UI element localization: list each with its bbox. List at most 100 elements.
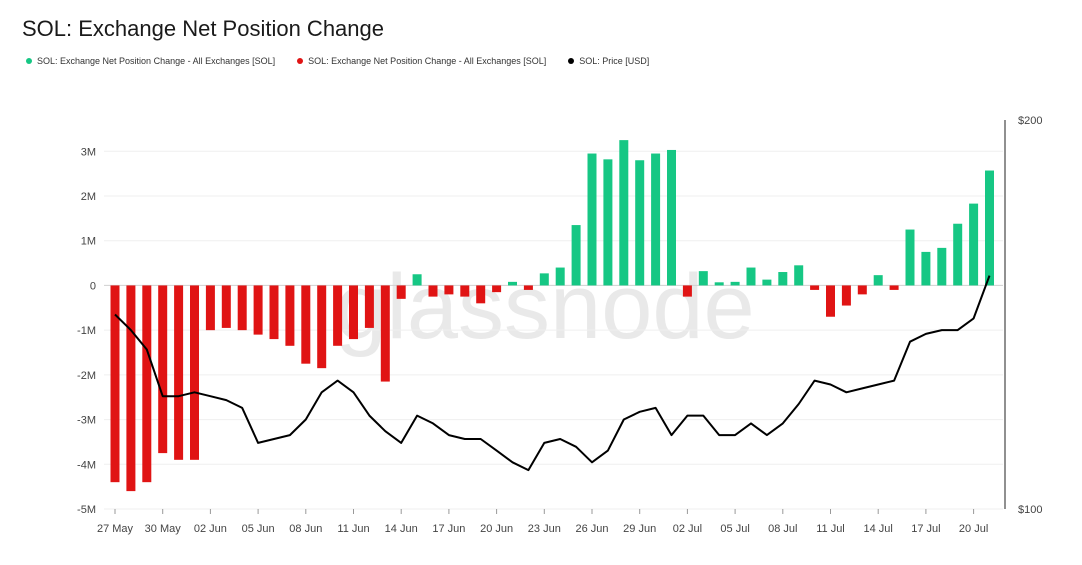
bar-negative[interactable]: [492, 285, 502, 293]
bar-negative[interactable]: [333, 285, 343, 346]
x-tick-label: 29 Jun: [623, 523, 656, 535]
bar-negative[interactable]: [364, 285, 374, 328]
bar-negative[interactable]: [428, 285, 438, 297]
y-tick-label: -3M: [77, 415, 96, 427]
x-tick-label: 17 Jun: [432, 523, 465, 535]
y-tick-label: -1M: [77, 325, 96, 337]
bar-negative[interactable]: [523, 285, 533, 290]
x-tick-label: 17 Jul: [911, 523, 940, 535]
bar-positive[interactable]: [873, 275, 883, 286]
bar-positive[interactable]: [937, 247, 947, 286]
watermark: glassnode: [335, 256, 754, 358]
x-tick-label: 20 Jun: [480, 523, 513, 535]
bar-negative[interactable]: [285, 285, 295, 346]
bar-negative[interactable]: [205, 285, 215, 331]
legend-item-price[interactable]: SOL: Price [USD]: [568, 56, 649, 66]
x-tick-label: 23 Jun: [528, 523, 561, 535]
bar-positive[interactable]: [555, 267, 565, 286]
y-tick-label: 3M: [81, 146, 96, 158]
legend-label: SOL: Exchange Net Position Change - All …: [37, 56, 276, 66]
bar-negative[interactable]: [126, 285, 136, 492]
bar-positive[interactable]: [412, 274, 422, 286]
bar-positive[interactable]: [603, 159, 613, 286]
bar-positive[interactable]: [905, 229, 915, 286]
y-tick-label: 1M: [81, 236, 96, 248]
bar-negative[interactable]: [857, 285, 867, 295]
y2-tick-label: $200: [1018, 115, 1042, 127]
y-tick-label: 2M: [81, 191, 96, 203]
bar-negative[interactable]: [221, 285, 231, 328]
price-line[interactable]: [114, 275, 991, 472]
bar-negative[interactable]: [158, 285, 168, 454]
y-tick-label: -2M: [77, 370, 96, 382]
legend-swatch-green: [26, 58, 32, 64]
bar-positive[interactable]: [921, 251, 931, 286]
x-tick-label: 30 May: [145, 523, 182, 535]
bar-negative[interactable]: [301, 285, 311, 364]
bar-negative[interactable]: [269, 285, 279, 340]
y-tick-label: 0: [90, 280, 96, 292]
x-tick-label: 11 Jul: [816, 523, 845, 535]
x-tick-label: 08 Jun: [289, 523, 322, 535]
bar-negative[interactable]: [142, 285, 152, 483]
bar-negative[interactable]: [317, 285, 327, 369]
bar-negative[interactable]: [682, 285, 692, 297]
bar-negative[interactable]: [190, 285, 199, 460]
bar-positive[interactable]: [746, 267, 756, 286]
bar-positive[interactable]: [635, 160, 645, 286]
chart-title: SOL: Exchange Net Position Change: [22, 16, 385, 41]
legend-item-inflow[interactable]: SOL: Exchange Net Position Change - All …: [26, 56, 275, 66]
x-tick-label: 11 Jun: [337, 523, 369, 535]
y-tick-label: -4M: [77, 459, 96, 471]
bar-positive[interactable]: [985, 170, 994, 286]
x-tick-label: 27 May: [97, 523, 134, 535]
bar-negative[interactable]: [810, 285, 820, 290]
price-series: [114, 275, 991, 472]
bar-negative[interactable]: [253, 285, 263, 335]
bar-positive[interactable]: [778, 272, 788, 286]
legend-label: SOL: Exchange Net Position Change - All …: [308, 56, 547, 66]
x-tick-label: 14 Jun: [385, 523, 418, 535]
bar-positive[interactable]: [714, 282, 724, 286]
axes: 3M 2M 1M 0 -1M -2M -3M -4M -5M $200 $100 27 May 30 M…: [77, 115, 1042, 535]
bar-positive[interactable]: [571, 225, 581, 286]
bar-negative[interactable]: [237, 285, 247, 331]
legend-item-outflow[interactable]: SOL: Exchange Net Position Change - All …: [297, 56, 546, 66]
bar-negative[interactable]: [476, 285, 486, 304]
bar-negative[interactable]: [826, 285, 835, 317]
bar-negative[interactable]: [460, 285, 470, 297]
bar-negative[interactable]: [174, 285, 184, 460]
bar-positive[interactable]: [969, 203, 979, 286]
x-tick-label: 20 Jul: [959, 523, 988, 535]
bar-positive[interactable]: [762, 279, 772, 286]
legend-swatch-black: [568, 58, 575, 64]
bar-negative[interactable]: [889, 285, 899, 290]
bar-negative[interactable]: [110, 285, 120, 483]
x-tick-label: 02 Jul: [673, 523, 702, 535]
bar-positive[interactable]: [539, 273, 549, 286]
x-tick-label: 05 Jun: [242, 523, 275, 535]
x-tick-label: 08 Jul: [768, 523, 797, 535]
bar-positive[interactable]: [508, 281, 517, 286]
bar-series: [110, 140, 994, 492]
x-tick-label: 05 Jul: [720, 523, 749, 535]
bar-positive[interactable]: [667, 149, 676, 286]
bar-positive[interactable]: [794, 265, 804, 286]
x-tick-label: 02 Jun: [194, 523, 227, 535]
bar-negative[interactable]: [841, 285, 851, 306]
bar-positive[interactable]: [953, 223, 963, 286]
gridlines: [104, 150, 1003, 510]
y-tick-label: -5M: [77, 504, 96, 516]
bar-negative[interactable]: [380, 285, 390, 382]
bar-positive[interactable]: [587, 153, 597, 286]
bar-positive[interactable]: [698, 271, 708, 286]
bar-negative[interactable]: [444, 285, 454, 295]
legend: SOL: Exchange Net Position Change - All …: [26, 56, 649, 66]
bar-positive[interactable]: [619, 140, 629, 286]
x-tick-label: 14 Jul: [864, 523, 893, 535]
bar-positive[interactable]: [651, 153, 661, 286]
bar-negative[interactable]: [396, 285, 406, 299]
bar-negative[interactable]: [349, 285, 358, 340]
bar-positive[interactable]: [730, 281, 740, 286]
